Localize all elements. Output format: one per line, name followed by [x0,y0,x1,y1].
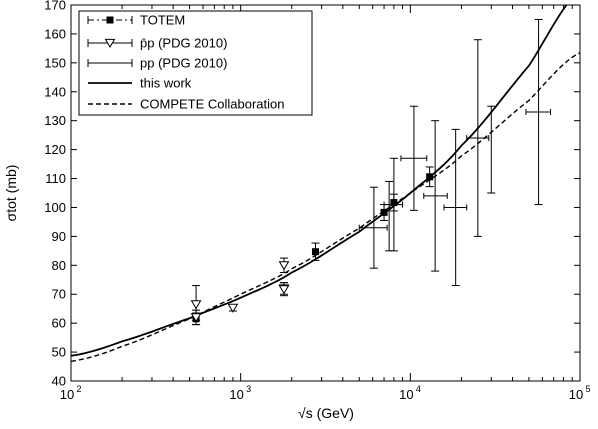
legend-ppbar-marker [104,38,116,49]
ppbar-point [278,285,290,295]
curves-layer [71,5,580,363]
y-tick-label: 100 [44,200,66,215]
totem-point [380,208,388,216]
legend-label: p̄p (PDG 2010) [140,36,227,51]
x-tick-label: 10 [569,387,583,402]
totem-point [311,248,319,256]
plot-frame [70,4,581,382]
x-tick-exponent: 3 [246,384,251,394]
this-work-curve [71,5,568,357]
y-tick-label: 40 [52,374,66,389]
compete-curve [71,52,580,363]
legend-label: pp (PDG 2010) [140,56,227,71]
y-axis-label: σtot (mb) [3,165,19,222]
ppbar-point [190,313,202,323]
y-tick-label: 50 [52,345,66,360]
ppbar-point [190,300,202,310]
y-tick-label: 80 [52,258,66,273]
ppbar-point [278,261,290,271]
markers-layer [190,173,434,323]
legend-totem-marker [106,16,114,24]
x-tick-label: 10 [399,387,413,402]
y-tick-label: 140 [44,84,66,99]
x-tick-exponent: 5 [585,384,590,394]
y-tick-label: 120 [44,142,66,157]
x-tick-label: 10 [229,387,243,402]
x-axis: 10 2 10 3 10 4 10 5 [60,5,591,402]
legend: TOTEM p̄p (PDG 2010) pp (PDG 2010) this wor… [78,10,313,116]
y-tick-label: 160 [44,26,66,41]
y-tick-label: 70 [52,287,66,302]
totem-point [426,173,434,181]
y-axis: 40 50 60 70 80 90 100 110 120 130 140 150 160 170 [44,0,580,389]
y-tick-label: 90 [52,229,66,244]
legend-label: this work [140,76,192,91]
y-tick-label: 110 [45,171,66,186]
x-tick-exponent: 2 [76,384,81,394]
legend-label: TOTEM [140,13,185,28]
x-tick-exponent: 4 [416,384,421,394]
ppbar-point [227,303,239,313]
y-tick-label: 170 [44,0,66,13]
error-bars-layer [192,18,551,326]
totem-point [390,199,398,207]
x-axis-label: √s (GeV) [298,405,354,421]
y-tick-label: 130 [44,113,66,128]
x-tick-label: 10 [60,387,74,402]
y-tick-label: 150 [44,55,66,70]
y-tick-label: 60 [52,316,66,331]
legend-label: COMPETE Collaboration [140,97,285,112]
